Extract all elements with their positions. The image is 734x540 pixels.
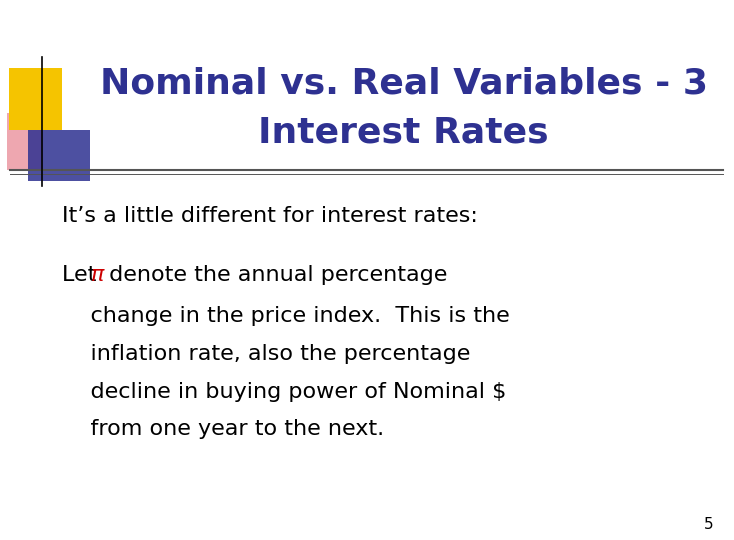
Text: from one year to the next.: from one year to the next. — [62, 419, 385, 440]
Text: decline in buying power of Nominal $: decline in buying power of Nominal $ — [62, 381, 506, 402]
Text: Let: Let — [62, 265, 104, 286]
Text: Interest Rates: Interest Rates — [258, 116, 549, 149]
Text: π: π — [90, 265, 103, 286]
Text: denote the annual percentage: denote the annual percentage — [102, 265, 448, 286]
Text: Nominal vs. Real Variables - 3: Nominal vs. Real Variables - 3 — [100, 67, 708, 100]
Text: change in the price index.  This is the: change in the price index. This is the — [62, 306, 510, 326]
Text: 5: 5 — [703, 517, 713, 532]
Text: inflation rate, also the percentage: inflation rate, also the percentage — [62, 343, 470, 364]
Text: It’s a little different for interest rates:: It’s a little different for interest rat… — [62, 206, 479, 226]
